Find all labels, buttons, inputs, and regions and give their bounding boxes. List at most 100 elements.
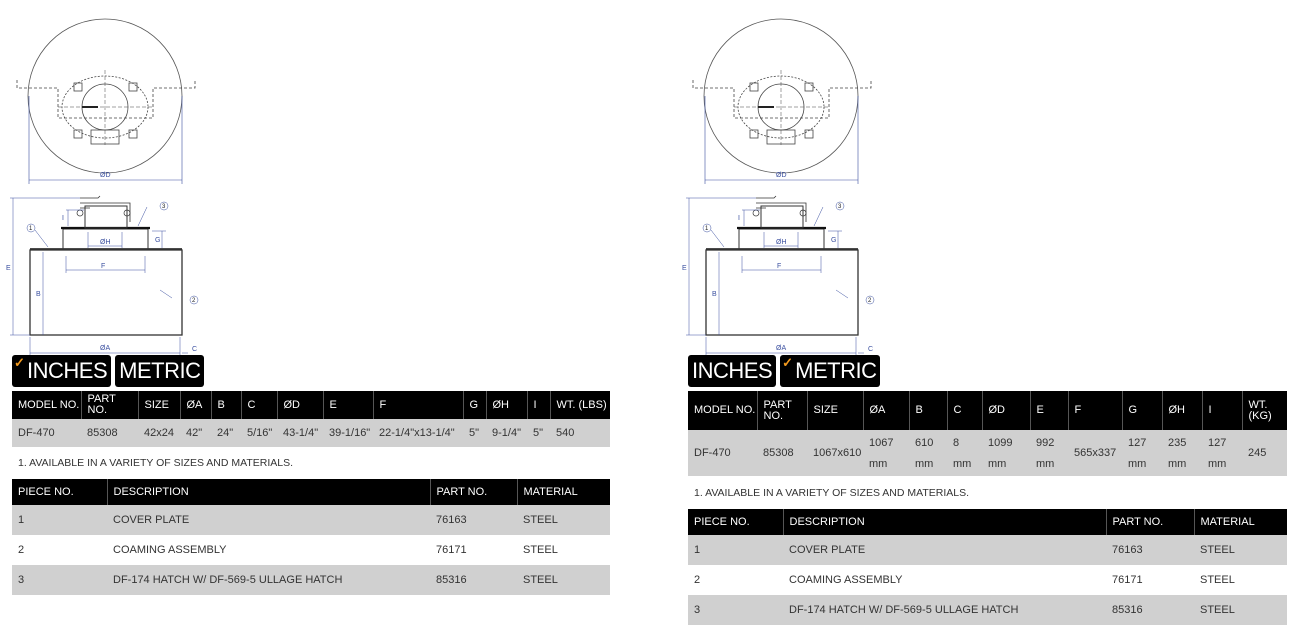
dim-label-g: G — [155, 237, 160, 244]
table-cell: 5" — [527, 419, 550, 447]
spec-table: MODEL NO. PART NO. SIZE ØA B C ØD E F G ØH I WT. (KG… — [688, 391, 1287, 476]
dimension-labels: E B F ØH G I ØA C 1 2 3 — [682, 204, 873, 353]
table-cell: 24" — [211, 419, 241, 447]
unit-tabs: INCHES ✓ METRIC — [688, 355, 881, 387]
table-cell: 5/16" — [241, 419, 277, 447]
table-cell: 8 mm — [947, 430, 982, 476]
table-cell: 2 — [694, 574, 701, 586]
column-header: B — [909, 391, 948, 430]
table-cell: 22-1/4"x13-1/4" — [373, 419, 463, 447]
column-header: SIZE — [807, 391, 864, 430]
parts-table: PIECE NO. DESCRIPTION PART NO. MATERIAL 1 COV… — [12, 479, 610, 595]
table-cell: COVER PLATE — [107, 505, 430, 535]
table-cell: 235 mm — [1162, 430, 1202, 476]
table-row: 3 DF-174 HATCH W/ DF-569-5 ULLAGE HATCH 85… — [688, 595, 1287, 625]
dim-label-h: ØH — [776, 239, 787, 246]
tab-metric[interactable]: METRIC — [115, 355, 205, 387]
table-row: 1 COVER PLATE 76163 STEEL — [688, 535, 1287, 565]
table-cell: STEEL — [1200, 574, 1235, 586]
dim-label-a: ØA — [100, 345, 110, 352]
column-header: B — [211, 391, 242, 419]
table-cell: 1067x610 — [807, 430, 863, 476]
table-cell: 76171 — [436, 544, 467, 556]
table-cell: 39-1/16" — [323, 419, 373, 447]
dimension-labels: E B F ØH G I ØA C 1 2 3 — [6, 204, 197, 353]
header-row: PIECE NO. DESCRIPTION PART NO. MATERIAL — [12, 479, 610, 505]
table-cell: STEEL — [517, 565, 610, 595]
table-cell: 42" — [180, 419, 211, 447]
dim-label-a: ØA — [776, 345, 786, 352]
side-view — [29, 195, 183, 336]
spec-table: MODEL NO. PART NO. SIZE ØA B C ØD E F G ØH I WT. (LB… — [12, 391, 610, 447]
table-cell: 42x24 — [138, 419, 180, 447]
table-cell: 43-1/4" — [277, 419, 323, 447]
column-header: C — [947, 391, 983, 430]
table-row: DF-470 85308 1067x610 1067 mm 610 mm 8 mm 1099 mm 9… — [688, 430, 1287, 476]
column-header: PART NO. — [430, 479, 518, 505]
table-cell: 3 — [688, 595, 783, 625]
column-header: PART NO. — [757, 391, 808, 430]
parts-table: PIECE NO. DESCRIPTION PART NO. MATERIAL 1 COV… — [688, 509, 1287, 625]
column-header: DESCRIPTION — [107, 479, 431, 505]
table-cell: STEEL — [1194, 595, 1287, 625]
dim-label-c: C — [868, 346, 873, 353]
column-header: PIECE NO. — [12, 479, 108, 505]
header-row: MODEL NO. PART NO. SIZE ØA B C ØD E F G ØH I WT. (KG… — [688, 391, 1287, 430]
tab-label: METRIC — [795, 358, 877, 383]
tab-inches[interactable]: ✓ INCHES — [12, 355, 112, 387]
table-cell: 85308 — [757, 430, 807, 476]
tab-label: INCHES — [27, 358, 108, 383]
dim-label-f: F — [777, 263, 781, 270]
table-row: 1 COVER PLATE 76163 STEEL — [12, 505, 610, 535]
tab-label: INCHES — [692, 358, 773, 383]
note: 1. AVAILABLE IN A VARIETY OF SIZES AND M… — [18, 457, 294, 469]
table-row: 2 COAMING ASSEMBLY 76171 STEEL — [12, 535, 610, 565]
table-row: 2 COAMING ASSEMBLY 76171 STEEL — [688, 565, 1287, 595]
dim-label-i: I — [738, 215, 740, 222]
checkmark-icon: ✓ — [14, 355, 25, 370]
metric-panel: ØD E B F ØH G I — [676, 0, 1287, 637]
technical-drawing: ØD E B F ØH G I — [6, 18, 199, 355]
column-header: ØH — [486, 391, 528, 419]
table-cell: 85308 — [81, 419, 138, 447]
column-header: WT. (LBS) — [550, 391, 610, 419]
callout-1: 1 — [29, 226, 33, 232]
column-header: ØA — [863, 391, 910, 430]
table-cell: 1 — [12, 505, 107, 535]
table-cell: DF-470 — [688, 430, 757, 476]
unit-tabs: ✓ INCHES METRIC — [12, 355, 205, 387]
table-cell: 85316 — [1106, 595, 1194, 625]
column-header: MODEL NO. — [12, 391, 82, 419]
note: 1. AVAILABLE IN A VARIETY OF SIZES AND M… — [694, 487, 970, 499]
table-cell: 127 mm — [1122, 430, 1162, 476]
table-cell: 9-1/4" — [486, 419, 527, 447]
inches-panel: ØD E B F ØH G I — [0, 0, 610, 637]
dim-label-d: ØD — [776, 172, 787, 179]
dim-label-b: B — [712, 291, 717, 298]
diameter-d-dimension — [28, 96, 183, 184]
tab-inches[interactable]: INCHES — [688, 355, 777, 387]
table-cell: 76163 — [1106, 535, 1194, 565]
header-row: PIECE NO. DESCRIPTION PART NO. MATERIAL — [688, 509, 1287, 535]
dim-label-e: E — [6, 265, 11, 272]
table-cell: 245 — [1242, 430, 1287, 476]
table-row: 3 DF-174 HATCH W/ DF-569-5 ULLAGE HATCH 85… — [12, 565, 610, 595]
table-cell: 76171 — [1112, 574, 1143, 586]
table-cell: DF-470 — [12, 419, 81, 447]
dim-label-e: E — [682, 265, 687, 272]
table-cell: 5" — [463, 419, 486, 447]
column-header: PART NO. — [1106, 509, 1195, 535]
table-cell: 76163 — [430, 505, 517, 535]
table-cell: 127 mm — [1202, 430, 1242, 476]
tab-metric[interactable]: ✓ METRIC — [780, 355, 881, 387]
column-header: I — [527, 391, 551, 419]
table-cell: COAMING ASSEMBLY — [113, 544, 227, 556]
dim-label-i: I — [62, 215, 64, 222]
dim-label-h: ØH — [100, 239, 111, 246]
top-view — [16, 18, 196, 174]
top-view — [692, 18, 872, 174]
dim-label-c: C — [192, 346, 197, 353]
column-header: E — [323, 391, 374, 419]
callout-3: 3 — [162, 204, 166, 210]
table-cell: DF-174 HATCH W/ DF-569-5 ULLAGE HATCH — [107, 565, 430, 595]
